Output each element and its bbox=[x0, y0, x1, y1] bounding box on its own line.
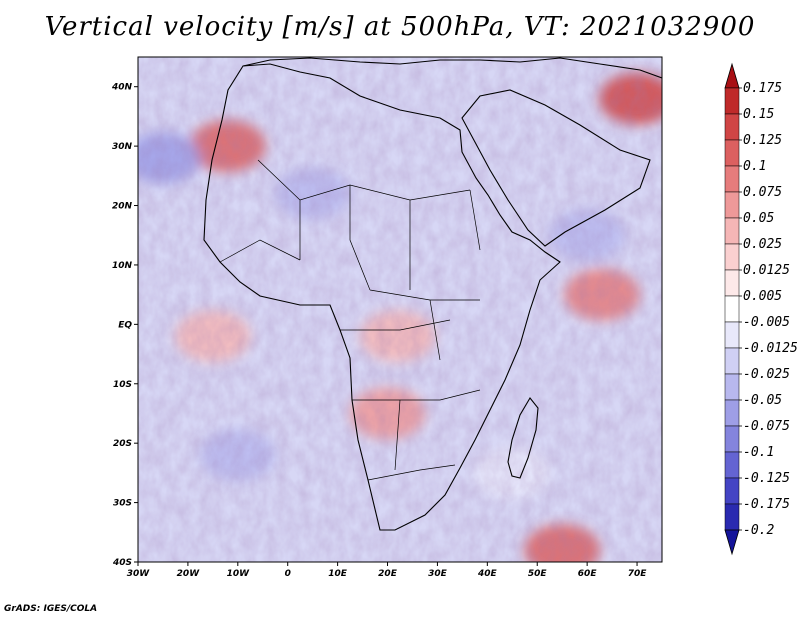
colorbar-label: 0.025 bbox=[743, 237, 782, 252]
coastlines bbox=[203, 57, 662, 531]
colorbar-label: -0.005 bbox=[743, 315, 790, 330]
x-tick-label: 70E bbox=[628, 569, 648, 579]
colorbar-swatch bbox=[724, 321, 740, 349]
x-tick-label: 10W bbox=[227, 569, 251, 579]
x-tick-label: 30W bbox=[127, 569, 151, 579]
colorbar-label: 0.0125 bbox=[743, 263, 790, 278]
y-tick-label: 10N bbox=[112, 261, 133, 271]
x-tick-label: 50E bbox=[528, 569, 548, 579]
colorbar-label: -0.075 bbox=[743, 419, 790, 434]
colorbar-label: -0.025 bbox=[743, 367, 790, 382]
africa-coastline bbox=[203, 63, 561, 531]
colorbar-top-arrow bbox=[724, 62, 740, 89]
y-axis: 40N 30N 20N 10N EQ 10S 20S 30S 40S bbox=[111, 83, 138, 568]
plot-frame bbox=[137, 56, 663, 563]
colorbar-label: -0.05 bbox=[743, 393, 782, 408]
colorbar-swatch bbox=[724, 451, 740, 479]
y-tick-label: 20S bbox=[113, 439, 132, 449]
europe-coastline bbox=[242, 57, 662, 79]
colorbar-swatch bbox=[724, 373, 740, 401]
colorbar-swatch bbox=[724, 113, 740, 141]
x-axis: 30W 20W 10W 0 10E 20E 30E 40E 50E 60E 70E bbox=[127, 562, 647, 579]
interior-borders bbox=[219, 159, 481, 481]
x-tick-label: 60E bbox=[578, 569, 598, 579]
x-tick-label: 40E bbox=[477, 569, 498, 579]
y-tick-label: 40S bbox=[112, 558, 132, 568]
colorbar-swatch bbox=[724, 399, 740, 427]
colorbar-swatch bbox=[724, 217, 740, 245]
colorbar-swatch bbox=[724, 191, 740, 219]
y-tick-label: 30S bbox=[113, 499, 132, 509]
arabian-coastline bbox=[461, 89, 651, 247]
y-tick-label: 20N bbox=[112, 202, 133, 212]
colorbar-label: -0.1 bbox=[743, 445, 774, 460]
colorbar-swatch bbox=[724, 139, 740, 167]
colorbar-swatch bbox=[724, 477, 740, 505]
footer-credit: GrADS: IGES/COLA bbox=[4, 604, 98, 614]
map-area bbox=[138, 57, 662, 562]
x-tick-label: 20E bbox=[378, 569, 398, 579]
colorbar-swatch bbox=[724, 503, 740, 531]
madagascar-coastline bbox=[507, 397, 539, 479]
texture-overlay bbox=[138, 57, 662, 562]
colorbar-label: -0.0125 bbox=[743, 341, 798, 356]
colorbar-label: -0.125 bbox=[743, 471, 790, 486]
x-tick-label: 20W bbox=[177, 569, 201, 579]
colorbar-label: 0.075 bbox=[743, 185, 782, 200]
colorbar-label: -0.175 bbox=[743, 497, 790, 512]
colorbar-swatch bbox=[724, 165, 740, 193]
colorbar-label: 0.05 bbox=[743, 211, 774, 226]
x-tick-label: 10E bbox=[328, 569, 348, 579]
colorbar: 0.175 0.15 0.125 0.1 0.075 0.05 0.025 0.0125 0.0… bbox=[724, 62, 798, 556]
y-tick-label: EQ bbox=[118, 320, 132, 330]
colorbar-label: 0.005 bbox=[743, 289, 782, 304]
colorbar-swatch bbox=[724, 295, 740, 323]
colorbar-label: 0.1 bbox=[743, 159, 766, 174]
colorbar-swatch bbox=[724, 87, 740, 115]
y-tick-label: 10S bbox=[113, 380, 132, 390]
colorbar-swatch bbox=[724, 425, 740, 453]
chart-title: Vertical velocity [m/s] at 500hPa, VT: 2… bbox=[44, 12, 756, 42]
colorbar-swatch bbox=[724, 269, 740, 297]
colorbar-label: 0.125 bbox=[743, 133, 782, 148]
colorbar-label: -0.2 bbox=[743, 523, 774, 538]
colorbar-label: 0.15 bbox=[743, 107, 774, 122]
colorbar-label: 0.175 bbox=[743, 81, 782, 96]
x-tick-label: 0 bbox=[285, 569, 291, 579]
colorbar-bottom-arrow bbox=[724, 529, 740, 556]
colorbar-swatch bbox=[724, 347, 740, 375]
y-tick-label: 30N bbox=[112, 142, 133, 152]
colorbar-swatch bbox=[724, 243, 740, 271]
y-tick-label: 40N bbox=[111, 83, 133, 93]
x-tick-label: 30E bbox=[428, 569, 448, 579]
